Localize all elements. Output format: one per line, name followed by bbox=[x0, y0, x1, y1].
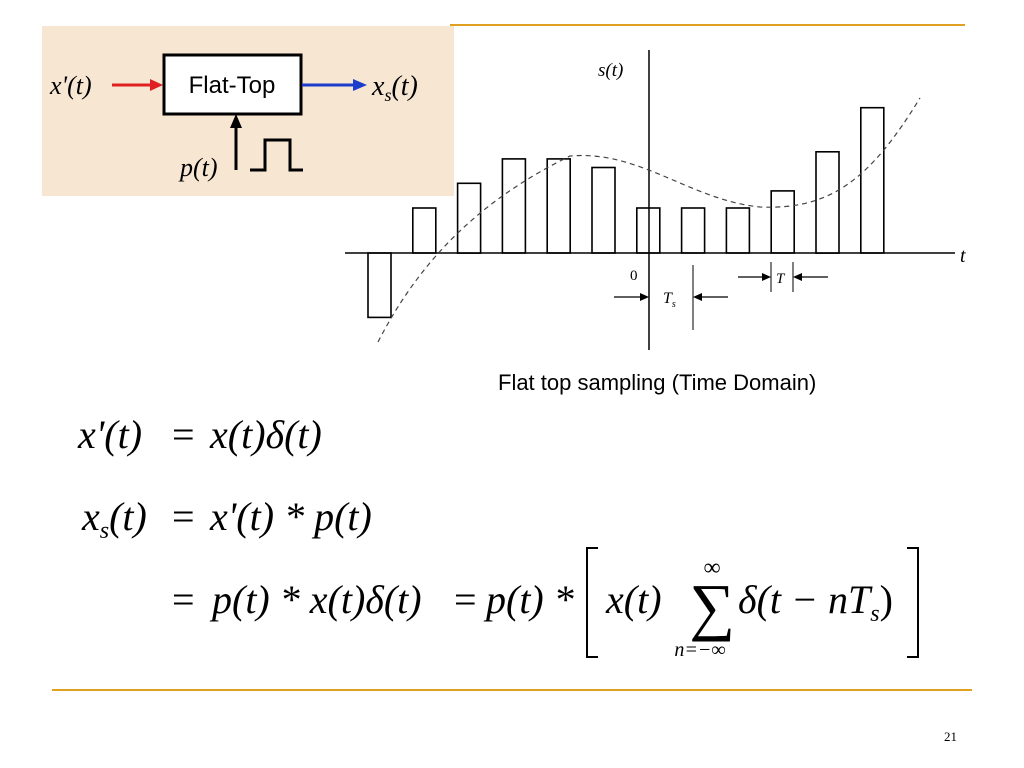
eq2-equals: = bbox=[172, 494, 195, 539]
eq1-equals: = bbox=[172, 412, 195, 457]
eq1-lhs: x'(t) bbox=[77, 412, 142, 457]
eq3-part1: p(t) * x(t)δ(t) bbox=[209, 577, 422, 622]
equation-2: xs(t) = x'(t) * p(t) bbox=[81, 494, 372, 544]
ts-arrow-right-head bbox=[693, 293, 702, 301]
input-label: x'(t) bbox=[49, 71, 92, 100]
sum-symbol: ∑ bbox=[689, 571, 735, 642]
top-rule bbox=[450, 24, 965, 26]
eq1-rhs: x(t)δ(t) bbox=[209, 412, 322, 457]
page-number: 21 bbox=[944, 729, 957, 744]
left-bracket bbox=[586, 547, 598, 658]
eq2-lhs: xs(t) bbox=[81, 494, 147, 544]
eq3-part2: p(t) * bbox=[483, 577, 574, 622]
continuous-signal-curve bbox=[377, 97, 921, 343]
origin-label: 0 bbox=[630, 268, 638, 284]
eq3-equals: = bbox=[172, 577, 195, 622]
sum-lower-limit: n=−∞ bbox=[674, 639, 725, 661]
eq2-rhs: x'(t) * p(t) bbox=[209, 494, 372, 539]
bottom-rule bbox=[52, 689, 972, 691]
output-arrow-head bbox=[353, 79, 367, 91]
sum-upper-limit: ∞ bbox=[703, 555, 720, 581]
output-label: xs(t) bbox=[371, 71, 418, 105]
t-arrow-left-head bbox=[762, 273, 771, 281]
y-axis-label: s(t) bbox=[598, 60, 623, 81]
ts-label: Ts bbox=[663, 290, 676, 310]
flat-top-block-label: Flat-Top bbox=[189, 72, 276, 99]
eq3-equals2: = bbox=[454, 577, 477, 622]
t-arrow-right-head bbox=[793, 273, 802, 281]
figure-caption: Flat top sampling (Time Domain) bbox=[498, 370, 817, 395]
pulse-label: p(t) bbox=[178, 153, 218, 182]
ts-arrow-left-head bbox=[640, 293, 649, 301]
pulse-arrow-head bbox=[230, 114, 242, 128]
flat-top-block bbox=[162, 53, 303, 116]
eq3-delta-term: δ(t − nTs) bbox=[738, 577, 893, 627]
right-bracket bbox=[907, 547, 919, 658]
eq3-bracket-x: x(t) bbox=[605, 577, 662, 622]
input-arrow-head bbox=[150, 79, 163, 91]
t-label: T bbox=[776, 271, 786, 287]
pulse-shape-icon bbox=[250, 138, 303, 172]
x-axis-label: t bbox=[960, 245, 966, 267]
equation-1: x'(t) = x(t)δ(t) bbox=[77, 412, 322, 457]
equation-3: = p(t) * x(t)δ(t) = p(t) * x(t) ∞ ∑ n=−∞… bbox=[172, 547, 919, 661]
